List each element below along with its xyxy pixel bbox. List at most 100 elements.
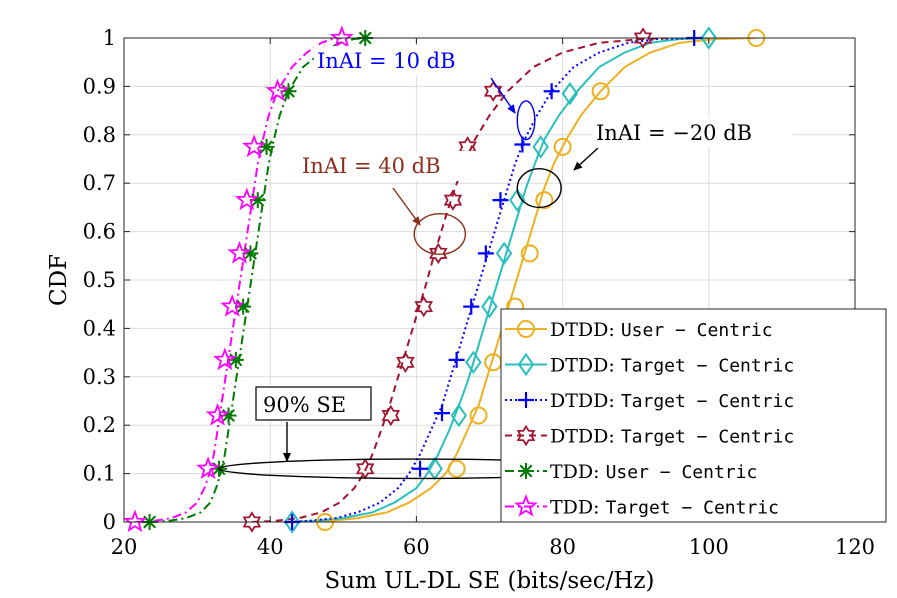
annotation-bg (314, 46, 492, 76)
y-tick-label: 0.1 (83, 462, 116, 486)
legend: DTDD: User − Centric DTDD: Target − Centr… (500, 308, 887, 523)
series-2-marker (532, 135, 549, 159)
series-2-marker (495, 241, 513, 266)
annotation-ellipse (516, 100, 536, 141)
series-2-marker (465, 350, 482, 375)
annotation-bg (593, 118, 793, 148)
x-tick-label: 40 (257, 535, 284, 559)
legend-label-4: DTDD: Target − Centric (550, 426, 794, 448)
series-line-4 (251, 38, 673, 522)
legend-box (500, 308, 887, 523)
legend-marker-4 (516, 424, 536, 447)
y-tick-label: 0.6 (83, 220, 116, 244)
annotation-label: InAI = 10 dB (317, 49, 456, 73)
series-4-marker (429, 242, 448, 265)
series-layer (134, 38, 757, 522)
y-tick-label: 0.5 (83, 268, 116, 292)
series-4-marker (633, 27, 653, 49)
y-tick-label: 1 (103, 26, 116, 50)
series-2-marker (481, 294, 498, 319)
y-tick-label: 0.9 (83, 74, 116, 98)
series-3-marker (448, 351, 465, 368)
series-6-marker (242, 134, 267, 158)
legend-marker-1 (517, 320, 535, 338)
y-tick-label: 0.7 (83, 171, 116, 195)
annotation-ellipse (413, 212, 467, 256)
ticks: 20 40 60 80 100 120 0 0.1 0.2 0.3 0.4 0.5 0.6 0.7 0.8 0… (83, 26, 875, 559)
series-5-marker (249, 192, 266, 209)
series-1-marker (520, 244, 539, 263)
legend-marker-3 (518, 392, 534, 408)
x-tick-label: 60 (403, 535, 430, 559)
annotation-label: 90% SE (263, 393, 346, 417)
series-5-marker (280, 83, 297, 100)
y-tick-label: 0 (103, 510, 116, 534)
legend-label-1: DTDD: User − Centric (550, 319, 773, 341)
series-2-marker (509, 188, 526, 212)
y-tick-label: 0.3 (83, 365, 116, 389)
series-2-marker (283, 510, 301, 534)
series-3-marker (543, 83, 560, 100)
y-tick-label: 0.2 (83, 413, 116, 437)
series-6-marker (205, 402, 230, 426)
series-4-marker (381, 404, 401, 427)
series-5-marker (258, 138, 275, 155)
series-3-marker (463, 298, 480, 315)
x-tick-label: 20 (111, 535, 138, 559)
series-line-5 (149, 38, 366, 522)
legend-label-2: DTDD: Target − Centric (550, 355, 794, 377)
legend-label-6: TDD: Target − Centric (550, 497, 779, 519)
series-6-marker (212, 347, 237, 371)
legend-marker-5 (518, 463, 534, 479)
x-tick-label: 120 (835, 535, 875, 559)
series-5-marker (227, 351, 244, 368)
annotation-ellipse (516, 167, 562, 209)
series-2-marker (561, 81, 579, 106)
series-4-marker (242, 511, 262, 533)
series-6-marker (329, 25, 354, 49)
series-6-marker (123, 509, 147, 533)
annotation-label: InAI = −20 dB (596, 121, 752, 145)
y-axis-label: CDF (46, 254, 72, 306)
series-line-6 (134, 38, 342, 522)
annotation-arrow (573, 147, 599, 171)
annotation-arrow (392, 187, 421, 226)
series-4-marker (414, 295, 433, 318)
series-1-marker (553, 137, 572, 156)
series-1-marker (591, 82, 610, 101)
series-6-marker (227, 240, 252, 264)
series-3-marker (433, 405, 450, 422)
y-tick-label: 0.8 (83, 123, 116, 147)
series-3-marker (514, 136, 531, 153)
series-4-marker (483, 80, 503, 102)
annotation-box (255, 386, 372, 421)
series-4-marker (443, 189, 463, 211)
annotations: InAI = 10 dB InAI = −20 dB InAI = 40 dB 90%… (218, 46, 793, 480)
series-2-marker (450, 403, 468, 428)
legend-label-3: DTDD: Target − Centric (550, 390, 794, 412)
series-line-3 (284, 38, 695, 522)
series-3-marker (492, 192, 509, 209)
y-tick-label: 0.4 (83, 316, 116, 340)
x-tick-label: 100 (689, 535, 729, 559)
series-3-marker (412, 460, 429, 477)
series-line-1 (306, 38, 757, 522)
x-axis-label: Sum UL-DL SE (bits/sec/Hz) (324, 568, 654, 594)
series-6-marker (265, 78, 290, 102)
x-tick-label: 80 (549, 535, 576, 559)
series-line-2 (288, 38, 709, 522)
series-2-marker (700, 26, 718, 50)
series-5-marker (235, 298, 252, 315)
annotation-arrow (490, 77, 516, 114)
series-5-marker (220, 407, 237, 424)
annotation-label: InAI = 40 dB (302, 154, 441, 178)
series-3-marker (477, 245, 494, 262)
series-1-marker (447, 459, 466, 478)
series-1-marker (469, 406, 488, 425)
series-4-marker (396, 351, 415, 373)
series-6-marker (196, 456, 221, 479)
annotation-bg (299, 151, 477, 181)
series-1-marker (535, 191, 554, 210)
series-6-marker (234, 187, 259, 211)
